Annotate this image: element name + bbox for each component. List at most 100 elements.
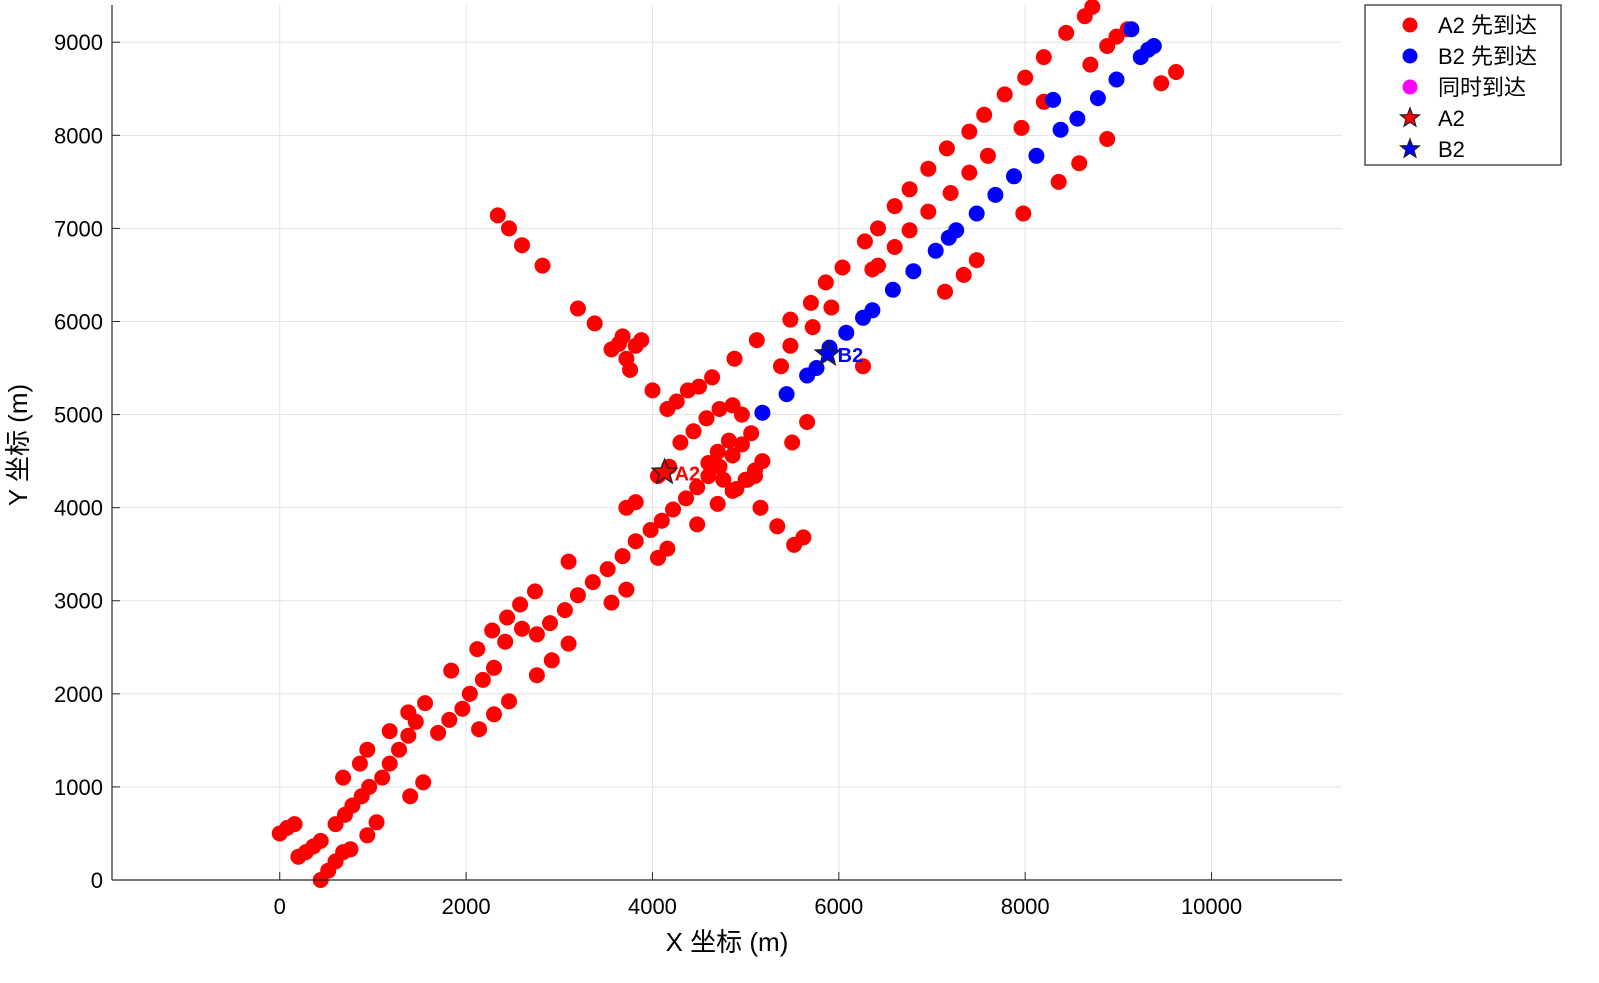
data-point bbox=[1153, 75, 1170, 92]
data-point bbox=[711, 401, 728, 417]
data-point bbox=[1006, 168, 1022, 185]
data-point bbox=[920, 160, 937, 177]
data-point bbox=[1058, 24, 1075, 41]
data-point bbox=[599, 561, 616, 578]
data-point bbox=[700, 455, 717, 471]
data-point bbox=[400, 704, 417, 721]
data-point bbox=[795, 529, 812, 546]
data-point bbox=[1028, 147, 1045, 164]
data-point bbox=[415, 774, 432, 791]
data-point bbox=[901, 222, 918, 239]
data-point bbox=[627, 494, 644, 511]
data-point bbox=[1050, 173, 1067, 190]
data-point bbox=[359, 827, 376, 844]
data-point bbox=[938, 140, 955, 157]
data-point bbox=[644, 382, 661, 399]
data-point bbox=[471, 721, 488, 738]
y-axis-label: Y 坐标 (m) bbox=[3, 384, 33, 506]
data-point bbox=[569, 587, 586, 604]
data-point bbox=[1123, 21, 1140, 38]
y-tick-label: 2000 bbox=[54, 682, 103, 707]
data-point bbox=[381, 723, 398, 740]
data-point bbox=[527, 583, 543, 600]
data-point bbox=[653, 512, 670, 529]
data-point bbox=[720, 432, 737, 449]
data-point bbox=[560, 635, 577, 652]
y-tick-label: 6000 bbox=[54, 309, 103, 334]
data-point bbox=[1082, 56, 1099, 73]
data-point bbox=[614, 548, 631, 565]
data-point bbox=[672, 434, 689, 451]
data-point bbox=[773, 358, 789, 375]
data-point bbox=[668, 393, 685, 410]
y-tick-label: 9000 bbox=[54, 30, 103, 55]
data-point bbox=[443, 662, 460, 679]
legend-label: A2 先到达 bbox=[1438, 13, 1537, 38]
data-point bbox=[528, 667, 545, 684]
data-point bbox=[359, 741, 376, 758]
data-point bbox=[603, 594, 620, 611]
data-point bbox=[678, 490, 694, 507]
data-point bbox=[799, 414, 816, 430]
data-point bbox=[855, 358, 871, 375]
data-point bbox=[689, 516, 706, 533]
data-point bbox=[486, 706, 502, 723]
legend-box bbox=[1364, 4, 1562, 166]
data-point bbox=[486, 659, 502, 676]
legend-label: B2 先到达 bbox=[1438, 44, 1537, 69]
data-point bbox=[1052, 121, 1069, 138]
data-point bbox=[556, 602, 573, 619]
data-point bbox=[987, 186, 1004, 203]
data-point bbox=[633, 332, 650, 349]
data-point bbox=[542, 615, 558, 632]
grid-lines bbox=[112, 5, 1342, 881]
data-point bbox=[1017, 69, 1034, 86]
data-point bbox=[704, 369, 721, 386]
data-point bbox=[528, 626, 545, 643]
data-point bbox=[886, 239, 903, 255]
data-point bbox=[778, 386, 795, 403]
data-point bbox=[454, 700, 471, 717]
x-axis-label: X 坐标 (m) bbox=[666, 927, 789, 957]
data-point bbox=[733, 436, 750, 453]
data-point bbox=[622, 361, 639, 378]
data-point bbox=[1069, 110, 1086, 127]
x-tick-label: 4000 bbox=[628, 894, 677, 919]
data-point bbox=[817, 274, 834, 291]
y-tick-label: 3000 bbox=[54, 589, 103, 614]
data-point bbox=[1089, 90, 1106, 107]
data-point bbox=[1045, 91, 1062, 108]
data-point bbox=[286, 816, 303, 833]
data-point bbox=[976, 106, 993, 123]
data-point bbox=[979, 147, 996, 164]
data-point bbox=[864, 302, 881, 319]
data-point bbox=[961, 123, 978, 140]
axes: 0 2000 4000 6000 8000 10000 0 1000 2000 3000 4000 5… bbox=[54, 5, 1342, 919]
data-point bbox=[335, 769, 352, 786]
data-point bbox=[501, 693, 517, 710]
data-point bbox=[784, 434, 801, 451]
x-tick-label: 0 bbox=[274, 894, 286, 919]
legend-label: B2 bbox=[1438, 137, 1465, 162]
data-point bbox=[968, 205, 985, 222]
data-point bbox=[586, 315, 603, 332]
legend-swatch bbox=[1398, 137, 1422, 159]
y-tick-label: 4000 bbox=[54, 496, 103, 521]
data-point bbox=[312, 832, 329, 849]
data-point bbox=[715, 471, 732, 488]
data-point bbox=[1108, 71, 1125, 88]
data-point bbox=[726, 350, 743, 367]
data-point bbox=[754, 404, 771, 421]
legend-swatch bbox=[1402, 17, 1418, 33]
data-point bbox=[782, 311, 799, 328]
legend-label: A2 bbox=[1438, 106, 1465, 131]
data-point bbox=[955, 266, 972, 283]
data-point bbox=[543, 652, 560, 669]
data-point bbox=[823, 299, 840, 316]
data-point bbox=[368, 814, 385, 831]
data-point bbox=[968, 252, 985, 269]
data-point bbox=[691, 378, 707, 395]
data-point bbox=[499, 609, 516, 626]
